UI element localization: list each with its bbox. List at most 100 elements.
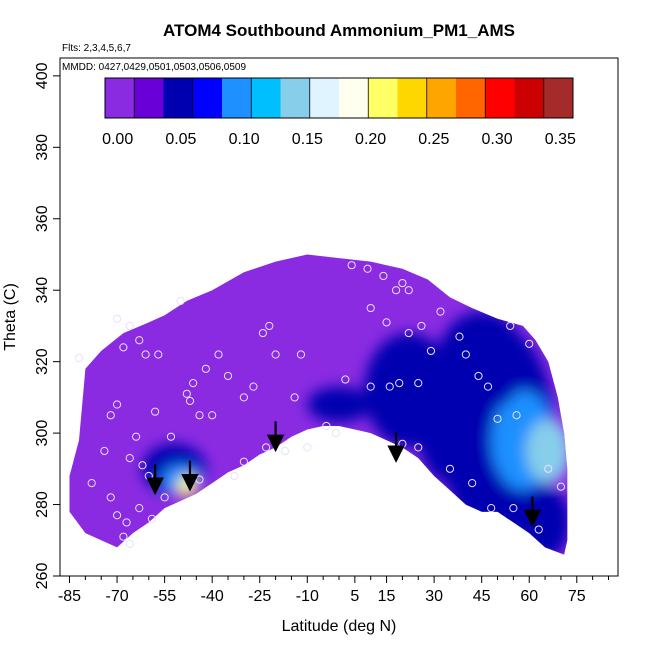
colorbar-swatch (309, 78, 340, 118)
sample-point (363, 264, 372, 273)
colorbar-swatch (192, 78, 223, 118)
dates-label: MMDD: 0427,0429,0501,0503,0506,0509 (62, 62, 246, 73)
sample-point (135, 504, 144, 513)
concentration-field (69, 254, 568, 555)
y-tick-label: 320 (34, 348, 51, 375)
sample-point (395, 378, 404, 388)
sample-point (119, 343, 128, 352)
colorbar-swatch (339, 78, 369, 118)
sample-point (189, 378, 198, 388)
sample-point (201, 364, 210, 373)
sample-point (455, 332, 464, 341)
colorbar-tick-label: 0.00 (102, 131, 133, 148)
sample-point (398, 278, 407, 288)
y-tick-label: 260 (34, 563, 51, 590)
sample-point (249, 382, 258, 391)
colorbar-swatch (514, 78, 545, 118)
x-tick-label: -70 (106, 588, 129, 605)
sample-point (296, 350, 306, 359)
sample-point (331, 429, 340, 438)
sample-point (506, 321, 515, 331)
colorbar-tick-label: 0.10 (229, 131, 260, 148)
sample-point (112, 314, 122, 323)
sample-point (445, 464, 455, 473)
x-tick-label: -55 (153, 588, 176, 605)
sample-point (509, 504, 518, 513)
sample-point (487, 504, 496, 513)
sample-points (74, 261, 566, 548)
sample-point (131, 432, 141, 441)
sample-point (176, 296, 185, 306)
colorbar-swatch (543, 78, 574, 118)
sample-point (290, 393, 299, 402)
plot-area (69, 254, 568, 555)
sample-point (106, 411, 115, 420)
sample-point (239, 393, 248, 402)
sample-point (106, 493, 115, 502)
sample-point (461, 350, 470, 359)
sample-point (74, 353, 84, 363)
colorbar-tick-label: 0.30 (482, 131, 513, 148)
colorbar-frame (104, 77, 574, 119)
sample-point (525, 339, 534, 348)
field-feature (177, 475, 197, 498)
sample-point (182, 389, 191, 398)
sample-point (87, 479, 96, 488)
sample-point (347, 261, 356, 270)
colorbar-swatch (134, 78, 164, 118)
y-tick-label: 360 (34, 205, 51, 232)
sample-point (366, 303, 375, 313)
sample-point (483, 382, 493, 391)
sample-point (195, 411, 204, 420)
sample-point (265, 321, 274, 331)
sample-point (468, 479, 477, 488)
sample-point (258, 328, 268, 338)
colorbar: 0.00 0.05 0.10 0.15 0.20 0.25 0.30 0.35 (102, 77, 576, 148)
colorbar-tick-label: 0.05 (165, 131, 196, 148)
sample-point (239, 457, 248, 466)
y-axis-label: Theta (C) (2, 283, 19, 351)
sample-point (154, 350, 163, 359)
sample-point (417, 321, 426, 331)
sample-point (391, 286, 401, 295)
sample-point (385, 382, 394, 391)
colorbar-tick-label: 0.15 (292, 131, 323, 148)
colorbar-swatch (105, 78, 135, 118)
y-tick-label: 300 (34, 420, 51, 447)
y-tick-label: 400 (34, 62, 51, 89)
y-axis: 260 280 300 320 340 360 380 400 (34, 62, 60, 589)
sample-point (322, 421, 331, 431)
sample-point (185, 396, 195, 406)
sample-point (119, 532, 128, 541)
sample-point (404, 286, 413, 295)
sample-point (426, 346, 436, 356)
colorbar-swatch (163, 78, 194, 118)
sample-point (208, 411, 217, 420)
colorbar-tick-label: 0.25 (418, 131, 449, 148)
x-axis-label: Latitude (deg N) (282, 618, 397, 635)
sample-point (160, 493, 169, 502)
sample-point (341, 375, 350, 384)
sample-point (141, 350, 150, 359)
x-tick-label: 30 (425, 588, 443, 605)
sample-point (166, 432, 176, 441)
sample-point (223, 371, 233, 381)
field-feature (418, 383, 482, 484)
sample-point (512, 411, 521, 420)
colorbar-swatch (426, 78, 457, 118)
sample-point (112, 511, 122, 520)
field-feature (526, 418, 568, 484)
field-feature (307, 386, 371, 423)
x-tick-label: 75 (568, 588, 586, 605)
x-tick-label: -25 (248, 588, 271, 605)
x-tick-label: 60 (520, 588, 538, 605)
sample-point (414, 443, 423, 452)
sample-point (379, 271, 388, 281)
x-tick-label: 45 (473, 588, 491, 605)
colorbar-swatch (280, 78, 311, 118)
colorbar-swatch (456, 78, 486, 118)
y-tick-label: 380 (34, 134, 51, 161)
sample-point (112, 400, 122, 409)
sample-point (214, 350, 223, 359)
